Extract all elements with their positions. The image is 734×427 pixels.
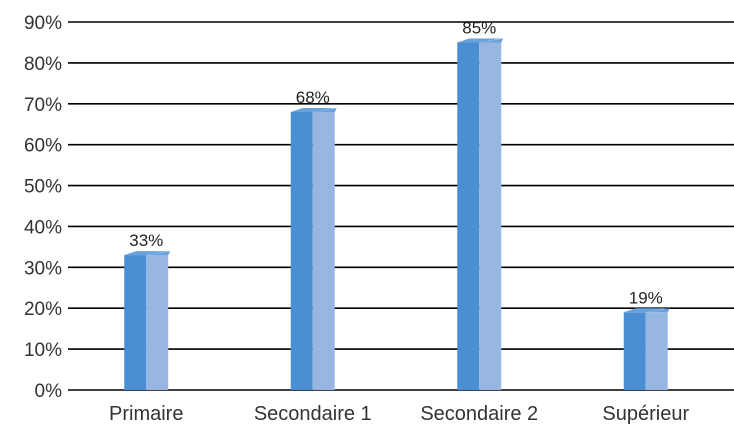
y-tick-label: 70% xyxy=(24,95,62,116)
bar-face xyxy=(645,308,670,313)
x-category-label: Secondaire 2 xyxy=(420,403,538,425)
bar-face xyxy=(312,107,337,112)
y-tick-label: 60% xyxy=(24,136,62,157)
bar xyxy=(290,107,337,390)
bar-face xyxy=(457,38,502,43)
y-tick-label: 50% xyxy=(24,177,62,198)
data-labels: 33% 68% 85% 19% xyxy=(129,18,663,307)
y-tick-label: 40% xyxy=(24,217,62,238)
bar xyxy=(457,38,504,390)
y-tick-label: 20% xyxy=(24,299,62,320)
bar xyxy=(623,308,670,390)
y-tick-label: 90% xyxy=(24,13,62,34)
y-tick-label: 30% xyxy=(24,258,62,279)
y-tick-label: 0% xyxy=(35,381,63,402)
bar xyxy=(124,251,171,390)
x-axis-category-labels: Primaire Secondaire 1 Secondaire 2 Supérieu… xyxy=(109,403,689,425)
bars xyxy=(124,38,670,390)
bar-face xyxy=(623,308,668,313)
bar-face xyxy=(623,312,646,390)
bar-face xyxy=(290,107,335,112)
y-tick-label: 10% xyxy=(24,340,62,361)
bar-face xyxy=(124,251,169,256)
bar-face xyxy=(312,111,335,390)
x-category-label: Secondaire 1 xyxy=(254,403,372,425)
x-category-label: Primaire xyxy=(109,403,183,425)
bar-face xyxy=(479,42,502,390)
data-label: 19% xyxy=(629,288,663,307)
data-label: 68% xyxy=(296,88,330,107)
bar-face xyxy=(146,255,169,390)
data-label: 85% xyxy=(462,18,496,37)
y-axis-tick-labels: 0% 10% 20% 30% 40% 50% 60% 70% 80% 90% xyxy=(24,13,62,402)
x-category-label: Supérieur xyxy=(602,403,689,425)
bar-face xyxy=(146,251,171,256)
y-tick-label: 80% xyxy=(24,54,62,75)
gridlines xyxy=(68,21,734,391)
data-label: 33% xyxy=(129,231,163,250)
bar-face xyxy=(457,42,480,390)
bar-face xyxy=(124,255,147,390)
bar-face xyxy=(479,38,504,43)
bar-face xyxy=(645,312,668,390)
bar-face xyxy=(290,111,313,390)
